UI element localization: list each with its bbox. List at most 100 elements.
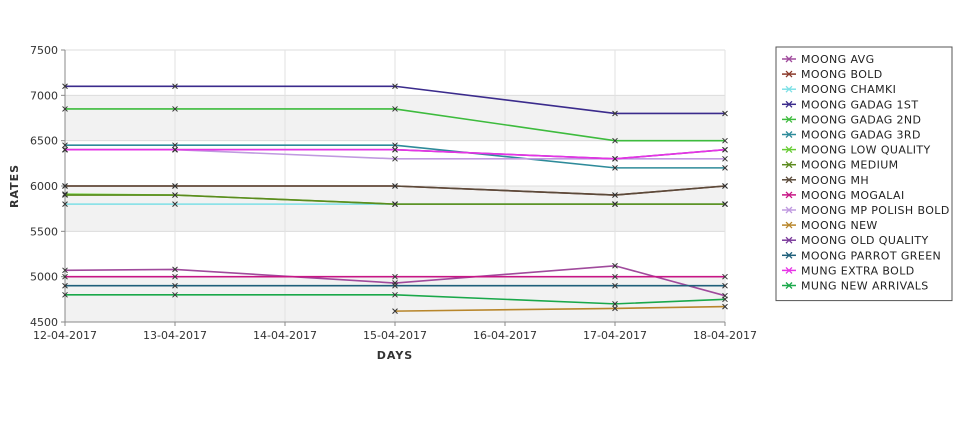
legend-label: MOONG NEW [801,219,878,232]
data-point-marker [722,201,728,207]
legend-swatch-marker [785,55,793,63]
legend-item: MOONG MH [782,174,869,187]
data-point-marker [62,83,68,90]
data-point-marker [62,146,68,153]
data-point-marker [722,146,728,153]
legend-swatch-marker [785,146,793,154]
x-tick-label: 15-04-2017 [363,329,427,342]
data-point-marker [392,106,398,112]
data-point-marker [612,165,618,171]
data-point-marker [392,282,398,289]
legend-item: MOONG GADAG 2ND [782,113,921,126]
series-mung-extra-bold [62,146,728,162]
legend-item: MOONG MOGALAI [782,189,905,202]
legend-swatch-marker [785,251,793,259]
y-tick-label: 7500 [30,44,58,57]
y-tick-label: 6500 [30,135,58,148]
series-moong-mogalai [62,273,728,280]
legend-swatch-marker [785,161,793,169]
legend-swatch-marker [785,221,793,229]
legend-item: MOONG AVG [782,53,875,66]
legend-label: MOONG MP POLISH BOLD [801,204,950,217]
data-point-marker [392,146,398,153]
data-point-marker [612,273,618,280]
data-point-marker [392,291,398,298]
legend-label: MUNG NEW ARRIVALS [801,280,929,293]
legend-label: MOONG MOGALAI [801,189,905,202]
data-point-marker [722,165,728,171]
data-point-marker [722,155,728,162]
data-point-marker [392,155,398,162]
x-tick-label: 14-04-2017 [253,329,317,342]
legend-swatch-marker [785,191,793,199]
data-point-marker [172,146,178,153]
series-moong-medium [62,192,728,207]
series-mung-new-arrivals [62,291,728,307]
legend-swatch-marker [785,115,793,123]
y-tick-label: 7000 [30,89,58,102]
legend-item: MUNG NEW ARRIVALS [782,280,929,293]
legend-swatch-marker [785,266,793,274]
data-point-marker [172,83,178,90]
data-point-marker [722,303,728,310]
data-point-marker [62,273,68,280]
data-point-marker [612,282,618,289]
data-point-marker [612,110,618,117]
x-tick-label: 16-04-2017 [473,329,537,342]
legend-label: MOONG LOW QUALITY [801,144,931,157]
legend-item: MOONG OLD QUALITY [782,234,929,247]
tick-labels: 4500 5000 5500 6000 6500 7000 7500 12-04-2017 13… [30,44,757,342]
legend-box [775,46,953,302]
data-point-marker [62,291,68,298]
legend-label: MOONG AVG [801,53,875,66]
data-point-marker [62,183,68,189]
data-point-marker [392,183,398,189]
data-point-marker [612,192,618,198]
data-point-marker [612,262,618,269]
y-axis-title: RATES [8,164,21,208]
data-point-marker [62,282,68,289]
data-point-marker [612,301,618,307]
data-point-marker [392,201,398,207]
data-point-marker [722,183,728,189]
legend-item: MOONG MP POLISH BOLD [782,204,950,217]
data-point-marker [62,106,68,112]
data-point-marker [722,273,728,280]
data-point-marker [62,142,68,149]
legend-item: MOONG GADAG 3RD [782,129,921,142]
legend-swatch-marker [785,236,793,244]
legend-item: MOONG LOW QUALITY [782,144,931,157]
data-point-marker [722,282,728,289]
y-tick-label: 5000 [30,271,58,284]
legend-label: MOONG MEDIUM [801,159,899,172]
data-point-marker [722,296,728,303]
legend-item: MUNG EXTRA BOLD [782,264,914,277]
data-point-marker [172,266,178,273]
legend: MOONG AVG MOONG BOLD MOONG CHAMKI MOONG GAD… [775,46,953,302]
data-point-marker [172,273,178,280]
x-tick-label: 17-04-2017 [583,329,647,342]
data-point-marker [392,142,398,149]
legend-swatch-marker [785,70,793,78]
data-point-marker [62,192,68,198]
data-point-marker [172,106,178,112]
legend-item: MOONG MEDIUM [782,159,899,172]
legend-swatch-marker [785,85,793,93]
y-tick-label: 6000 [30,180,58,193]
series-moong-gadag-2nd [62,106,728,144]
legend-swatch-marker [785,206,793,214]
data-point-marker [612,305,618,312]
series-moong-new [392,303,728,314]
legend-label: MOONG GADAG 3RD [801,129,921,142]
data-point-marker [722,137,728,144]
legend-label: MOONG BOLD [801,68,883,81]
legend-label: MOONG OLD QUALITY [801,234,929,247]
legend-item: MOONG GADAG 1ST [782,98,918,111]
data-point-marker [172,183,178,189]
legend-swatch-marker [785,176,793,184]
legend-item: MOONG BOLD [782,68,883,81]
legend-label: MOONG MH [801,174,869,187]
data-point-marker [722,110,728,117]
series-lines [62,83,728,314]
